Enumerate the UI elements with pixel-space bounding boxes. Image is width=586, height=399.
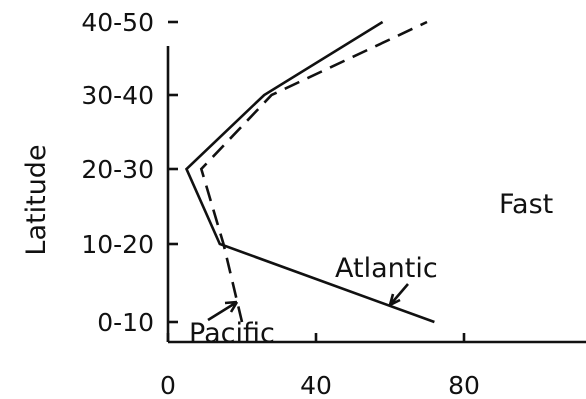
series-line-pacific [199,20,428,323]
y-axis-title: Latitude [21,144,52,255]
ticks [166,20,466,342]
series-group [184,20,435,324]
y-tick-label: 30-40 [81,81,154,110]
y-tick-label: 20-30 [81,155,154,184]
x-tick-label: 40 [300,371,332,399]
series-label-pacific: Pacific [189,318,275,349]
atlantic-pointer-arrow [388,283,409,307]
series-line-atlantic [184,20,435,324]
annotations: Latitude Fast Atlantic Pacific [21,144,553,349]
series-label-atlantic: Atlantic [335,253,438,284]
y-tick-label: 10-20 [81,230,154,259]
pacific-pointer-arrow [207,300,239,322]
y-tick-label: 40-50 [81,8,154,37]
tick-labels: 0-10 10-20 20-30 30-40 40-50 0 40 80 [81,8,480,399]
side-label: Fast [499,189,553,220]
x-tick-label: 80 [448,371,480,399]
x-tick-label: 0 [160,371,176,399]
y-tick-label: 0-10 [97,308,154,337]
